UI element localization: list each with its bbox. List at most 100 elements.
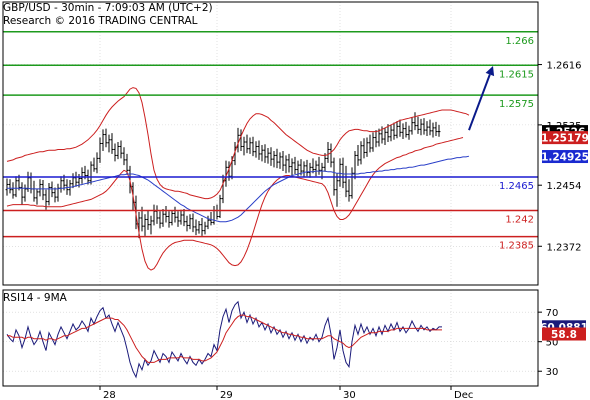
level-label-1.266: 1.266: [505, 36, 534, 47]
price-bar-60: [185, 215, 189, 232]
price-bar-103: [314, 160, 318, 177]
price-bar-96: [293, 156, 297, 175]
level-lines: 1.266 1.2615 1.2575 1.2465 1.242 1.2385: [3, 31, 538, 252]
bollinger-lower-line: [6, 137, 464, 271]
price-badge-bb-text: 1.25179: [541, 133, 589, 145]
price-bar-115: [350, 167, 354, 199]
price-bar-131: [398, 119, 402, 137]
price-bar-114: [347, 179, 351, 202]
level-label-1.2385: 1.2385: [499, 241, 534, 252]
price-bar-30: [95, 152, 99, 174]
price-bar-36: [113, 143, 117, 162]
chart-title: GBP/USD - 30min - 7:09:03 AM (UTC+2): [3, 2, 213, 14]
frame-layer: [2, 1, 539, 387]
price-bar-94: [287, 153, 291, 173]
price-bar-91: [278, 152, 282, 169]
price-bar-57: [176, 211, 180, 227]
price-bar-107: [326, 142, 330, 163]
xtick-label-30: 30: [343, 390, 356, 400]
price-bar-141: [428, 119, 432, 136]
price-badge-ma-box: [542, 150, 588, 164]
price-bar-35: [110, 133, 114, 154]
price-bar-46: [143, 214, 147, 236]
price-bar-137: [416, 116, 420, 134]
price-bar-25: [80, 167, 84, 184]
price-bar-71: [218, 194, 222, 218]
price-bar-104: [317, 156, 321, 175]
price-bar-110: [335, 173, 339, 207]
price-bar-132: [401, 123, 405, 140]
price-ytick-label-0: 1.2616: [547, 61, 582, 72]
price-bar-129: [392, 122, 396, 140]
price-ytick-label-3: 1.2372: [547, 242, 582, 253]
price-bar-32: [101, 129, 105, 151]
price-bar-116: [353, 150, 357, 180]
level-label-1.2615: 1.2615: [499, 69, 534, 80]
price-bar-84: [257, 140, 261, 160]
price-bar-68: [209, 212, 213, 226]
price-bar-85: [260, 144, 264, 162]
xtick-label-Dec: Dec: [454, 390, 473, 400]
price-bar-1: [8, 179, 12, 194]
price-bar-123: [374, 130, 378, 148]
price-bar-65: [200, 217, 204, 236]
price-bar-38: [119, 140, 123, 159]
moving-average-line: [7, 155, 470, 223]
price-bar-73: [224, 160, 228, 187]
price-bar-2: [11, 182, 15, 199]
chart-subtitle: Research © 2016 TRADING CENTRAL: [3, 15, 198, 27]
price-bar-33: [104, 128, 108, 148]
price-bar-101: [308, 162, 312, 178]
price-bar-59: [182, 209, 186, 227]
price-bar-95: [290, 158, 294, 177]
price-bar-52: [161, 209, 165, 227]
price-bar-5: [20, 182, 24, 205]
price-bar-16: [53, 187, 57, 203]
price-bar-139: [422, 118, 426, 135]
price-bar-66: [203, 221, 207, 235]
price-bar-130: [395, 121, 399, 139]
price-bar-86: [263, 144, 267, 163]
price-bar-113: [344, 165, 348, 198]
price-bar-63: [194, 219, 198, 236]
price-bar-124: [377, 128, 381, 147]
price-bar-121: [368, 134, 372, 153]
price-bar-14: [47, 182, 51, 206]
price-bar-55: [170, 210, 174, 226]
forecast-arrow-head: [485, 66, 495, 77]
price-ytick-label-2: 1.2454: [547, 181, 582, 192]
rsi-ma-line: [7, 314, 442, 363]
level-label-1.2465: 1.2465: [499, 181, 534, 192]
price-bar-118: [359, 141, 363, 165]
price-bar-92: [281, 150, 285, 172]
price-bar-56: [173, 206, 177, 223]
price-bar-87: [266, 147, 270, 164]
price-bar-99: [302, 161, 306, 178]
price-bar-51: [158, 211, 162, 229]
price-bar-10: [35, 188, 39, 205]
price-bar-64: [197, 220, 201, 234]
price-panel-frame: [2, 1, 539, 286]
rsi-series: [6, 300, 442, 379]
price-bar-112: [341, 157, 345, 189]
level-label-1.2575: 1.2575: [499, 99, 534, 110]
price-bar-88: [269, 147, 273, 166]
price-bar-108: [329, 143, 333, 168]
price-bar-0: [5, 178, 9, 196]
price-bar-111: [338, 158, 342, 187]
price-bar-79: [242, 136, 246, 156]
price-bar-102: [311, 158, 315, 174]
price-badge-bb: 1.25179: [541, 131, 589, 145]
price-bar-119: [362, 138, 366, 159]
rsi-ytick-label-1: 50: [546, 338, 559, 349]
price-bar-12: [41, 179, 45, 201]
price-bar-143: [434, 121, 438, 137]
price-bar-100: [305, 159, 309, 177]
price-bar-93: [284, 155, 288, 174]
price-bar-138: [419, 118, 423, 136]
price-bar-29: [92, 157, 96, 172]
price-bar-134: [407, 125, 411, 140]
